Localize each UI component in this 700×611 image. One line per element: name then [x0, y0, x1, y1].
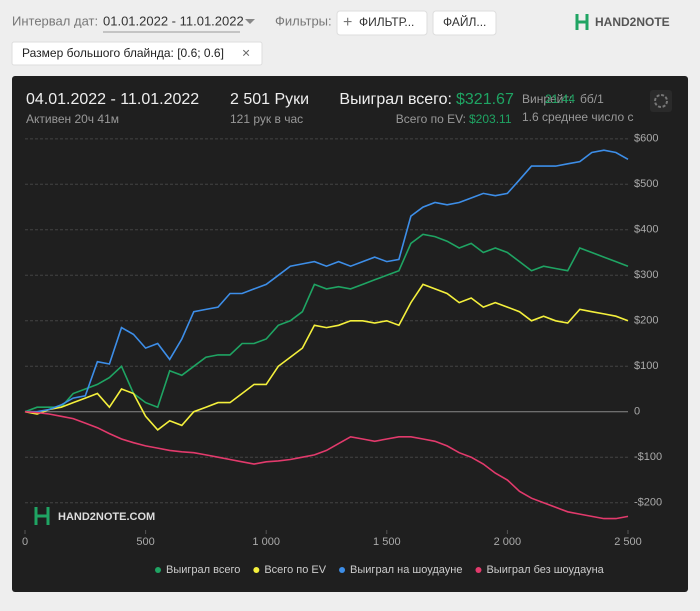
series-line	[24, 283, 629, 431]
y-tick-label: -$200	[634, 497, 662, 509]
x-tick-label: 1 000	[252, 536, 280, 548]
legend-label: Выиграл всего	[166, 564, 240, 576]
logo: HAND2NOTE	[595, 15, 670, 29]
dropdown-arrow[interactable]	[245, 19, 255, 24]
active-time: Активен 20ч 41м	[26, 112, 119, 126]
filter-button-text: ФИЛЬТР...	[359, 15, 414, 29]
legend-label: Выиграл без шоудауна	[486, 564, 604, 576]
ev-value: $203.11	[469, 112, 512, 126]
chart-panel	[12, 76, 688, 592]
filters-label: Фильтры:	[275, 13, 332, 28]
file-button-text: ФАЙЛ...	[443, 14, 486, 29]
winrate-value: 21.44	[545, 92, 575, 106]
y-tick-label: $100	[634, 360, 658, 372]
avg-text: 1.6 среднее число с	[522, 110, 634, 124]
ev-label: Всего по EV:	[396, 112, 466, 126]
legend-label: Выиграл на шоудауне	[350, 564, 462, 576]
series-line	[24, 410, 629, 520]
filter-chip[interactable]	[11, 41, 263, 66]
chip-close[interactable]: ×	[242, 45, 250, 61]
legend-label: Всего по EV	[264, 564, 326, 576]
y-tick-label: 0	[634, 406, 640, 418]
logo-icon	[575, 14, 589, 30]
legend-marker	[253, 567, 260, 573]
watermark: HAND2NOTE.COM	[58, 511, 155, 523]
x-tick-label: 500	[136, 536, 154, 548]
watermark-icon	[34, 507, 50, 525]
x-tick-label: 0	[22, 536, 28, 548]
period: 04.01.2022 - 11.01.2022	[26, 91, 199, 108]
y-tick-label: $200	[634, 315, 658, 327]
winrate-unit: бб/1	[580, 92, 604, 106]
series-line	[24, 233, 629, 413]
won-value: $321.67	[456, 91, 514, 108]
gear-icon	[654, 94, 668, 108]
filter-chip-text: Размер большого блайнда: [0.6; 0.6]	[22, 46, 224, 60]
y-tick-label: $500	[634, 178, 658, 190]
x-tick-label: 2 000	[494, 536, 522, 548]
legend-marker	[155, 567, 161, 573]
legend-marker	[475, 567, 482, 573]
winrate-label: Винрейт:	[522, 92, 572, 106]
date-range[interactable]: 01.01.2022 - 11.01.2022	[103, 13, 244, 28]
y-tick-label: $400	[634, 224, 658, 236]
plus-icon: +	[343, 14, 352, 31]
legend-marker	[339, 567, 346, 573]
file-button[interactable]	[432, 10, 497, 36]
hands: 2 501 Руки	[230, 91, 309, 108]
date-label: Интервал дат:	[12, 13, 98, 28]
x-tick-label: 2 500	[614, 536, 642, 548]
y-tick-label: $600	[634, 133, 658, 145]
hands-per-hour: 121 рук в час	[230, 112, 303, 126]
y-tick-label: $300	[634, 269, 658, 281]
filter-button[interactable]	[336, 10, 428, 36]
x-tick-label: 1 500	[373, 536, 401, 548]
settings-button[interactable]	[650, 90, 672, 112]
won-label: Выиграл всего:	[339, 91, 452, 108]
series-line	[25, 149, 629, 413]
y-tick-label: -$100	[634, 451, 662, 463]
